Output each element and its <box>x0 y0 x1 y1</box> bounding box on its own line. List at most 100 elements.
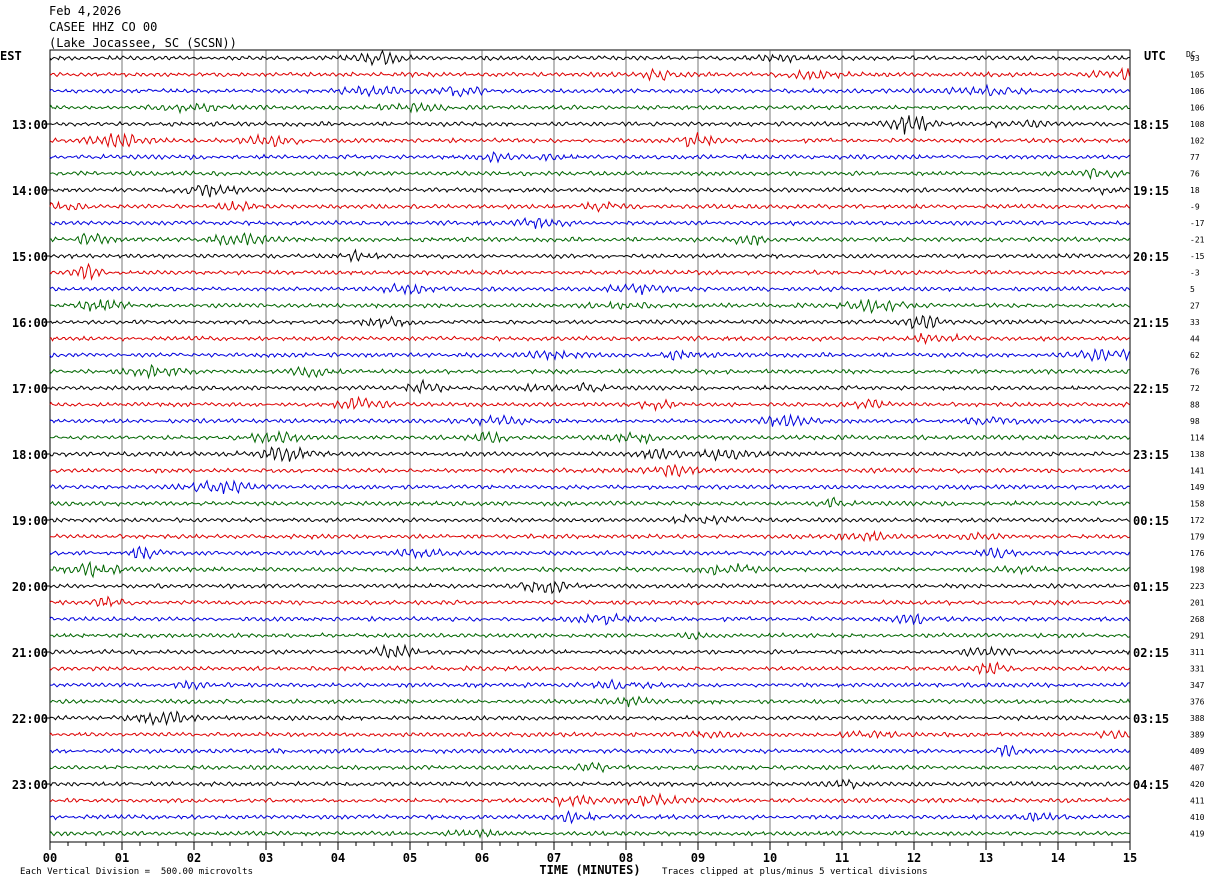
utc-hour-label: 00:15 <box>1133 514 1169 528</box>
trace-line <box>49 200 1130 213</box>
est-hour-label: 14:00 <box>12 184 48 198</box>
utc-hour-label: 20:15 <box>1133 250 1169 264</box>
est-hour-label: 13:00 <box>12 118 48 132</box>
trace-line <box>49 115 1130 135</box>
trace-line <box>49 631 1130 641</box>
trace-line <box>49 695 1130 708</box>
dc-offset-label: 106 <box>1190 87 1205 96</box>
chart-date: Feb 4,2026 <box>49 4 122 18</box>
trace-line <box>49 183 1130 198</box>
x-tick-label: 06 <box>475 851 489 865</box>
dc-offset-label: -21 <box>1190 236 1205 245</box>
x-tick-label: 12 <box>907 851 921 865</box>
trace-line <box>49 560 1130 579</box>
dc-offset-label: 93 <box>1190 54 1200 63</box>
trace-line <box>49 661 1130 676</box>
dc-offset-label: 389 <box>1190 731 1205 740</box>
x-axis-title: TIME (MINUTES) <box>539 863 640 877</box>
utc-hour-label: 02:15 <box>1133 646 1169 660</box>
est-hour-label: 19:00 <box>12 514 48 528</box>
trace-line <box>49 151 1130 164</box>
utc-hour-label: 23:15 <box>1133 448 1169 462</box>
dc-offset-label: 347 <box>1190 681 1205 690</box>
dc-offset-label: 201 <box>1190 599 1205 608</box>
dc-offset-label: 419 <box>1190 830 1205 839</box>
dc-offset-label: 149 <box>1190 483 1205 492</box>
x-tick-label: 00 <box>43 851 57 865</box>
plot-frame <box>49 49 1131 843</box>
trace-line <box>49 262 1130 281</box>
dc-offset-label: 388 <box>1190 714 1205 723</box>
dc-offset-label: 179 <box>1190 533 1205 542</box>
trace-line <box>49 49 1130 67</box>
utc-hour-label: 18:15 <box>1133 118 1169 132</box>
x-tick-label: 11 <box>835 851 849 865</box>
trace-line <box>49 217 1130 229</box>
trace-line <box>49 595 1130 608</box>
trace-line <box>49 761 1130 774</box>
dc-offset-label: 141 <box>1190 467 1205 476</box>
dc-offset-label: 410 <box>1190 813 1205 822</box>
dc-offset-label: 158 <box>1190 500 1205 509</box>
dc-offset-label: 62 <box>1190 351 1200 360</box>
dc-offset-label: 18 <box>1190 186 1200 195</box>
trace-line <box>49 314 1130 330</box>
trace-line <box>49 744 1130 758</box>
dc-offset-label: 27 <box>1190 302 1200 311</box>
vertical-division-note: Each Vertical Division = 500.00 microvol… <box>20 867 253 877</box>
trace-line <box>49 378 1130 395</box>
dc-offset-label: 311 <box>1190 648 1205 657</box>
x-tick-label: 03 <box>259 851 273 865</box>
x-tick-label: 09 <box>691 851 705 865</box>
trace-line <box>49 248 1130 264</box>
utc-hour-label: 19:15 <box>1133 184 1169 198</box>
dc-offset-label: 106 <box>1190 104 1205 113</box>
dc-offset-label: 376 <box>1190 698 1205 707</box>
trace-line <box>49 429 1130 446</box>
trace-line <box>49 828 1130 839</box>
trace-line <box>49 479 1130 495</box>
x-tick-label: 14 <box>1051 851 1065 865</box>
trace-line <box>49 363 1130 380</box>
utc-hour-label: 01:15 <box>1133 580 1169 594</box>
utc-hour-label: 04:15 <box>1133 778 1169 792</box>
trace-line <box>49 710 1130 727</box>
dc-offset-label: 331 <box>1190 665 1205 674</box>
x-tick-label: 15 <box>1123 851 1137 865</box>
dc-offset-label: 176 <box>1190 549 1205 558</box>
dc-offset-label: 76 <box>1190 170 1200 179</box>
x-tick-label: 13 <box>979 851 993 865</box>
trace-line <box>49 778 1130 790</box>
dc-offset-label: 76 <box>1190 368 1200 377</box>
dc-offset-label: 198 <box>1190 566 1205 575</box>
dc-offset-label: 172 <box>1190 516 1205 525</box>
est-hour-label: 15:00 <box>12 250 48 264</box>
trace-line <box>49 529 1130 543</box>
trace-line <box>49 132 1130 149</box>
dc-offset-label: 5 <box>1190 285 1195 294</box>
trace-line <box>49 232 1130 247</box>
trace-line <box>49 810 1130 825</box>
trace-line <box>49 729 1130 740</box>
dc-offset-label: -17 <box>1190 219 1205 228</box>
dc-offset-label: 44 <box>1190 335 1200 344</box>
dc-offset-label: 98 <box>1190 417 1200 426</box>
x-tick-label: 10 <box>763 851 777 865</box>
est-hour-label: 21:00 <box>12 646 48 660</box>
x-tick-label: 02 <box>187 851 201 865</box>
trace-line <box>49 413 1130 427</box>
trace-line <box>49 513 1130 526</box>
trace-line <box>49 348 1130 363</box>
dc-offset-label: 77 <box>1190 153 1200 162</box>
dc-offset-label: 114 <box>1190 434 1205 443</box>
trace-line <box>49 792 1130 808</box>
dc-offset-label: -9 <box>1190 203 1200 212</box>
dc-offset-label: 411 <box>1190 797 1205 806</box>
trace-line <box>49 463 1130 478</box>
trace-line <box>49 332 1130 346</box>
est-hour-label: 18:00 <box>12 448 48 462</box>
dc-offset-label: 72 <box>1190 384 1200 393</box>
trace-line <box>49 445 1130 463</box>
utc-hour-label: 03:15 <box>1133 712 1169 726</box>
trace-line <box>49 580 1130 595</box>
